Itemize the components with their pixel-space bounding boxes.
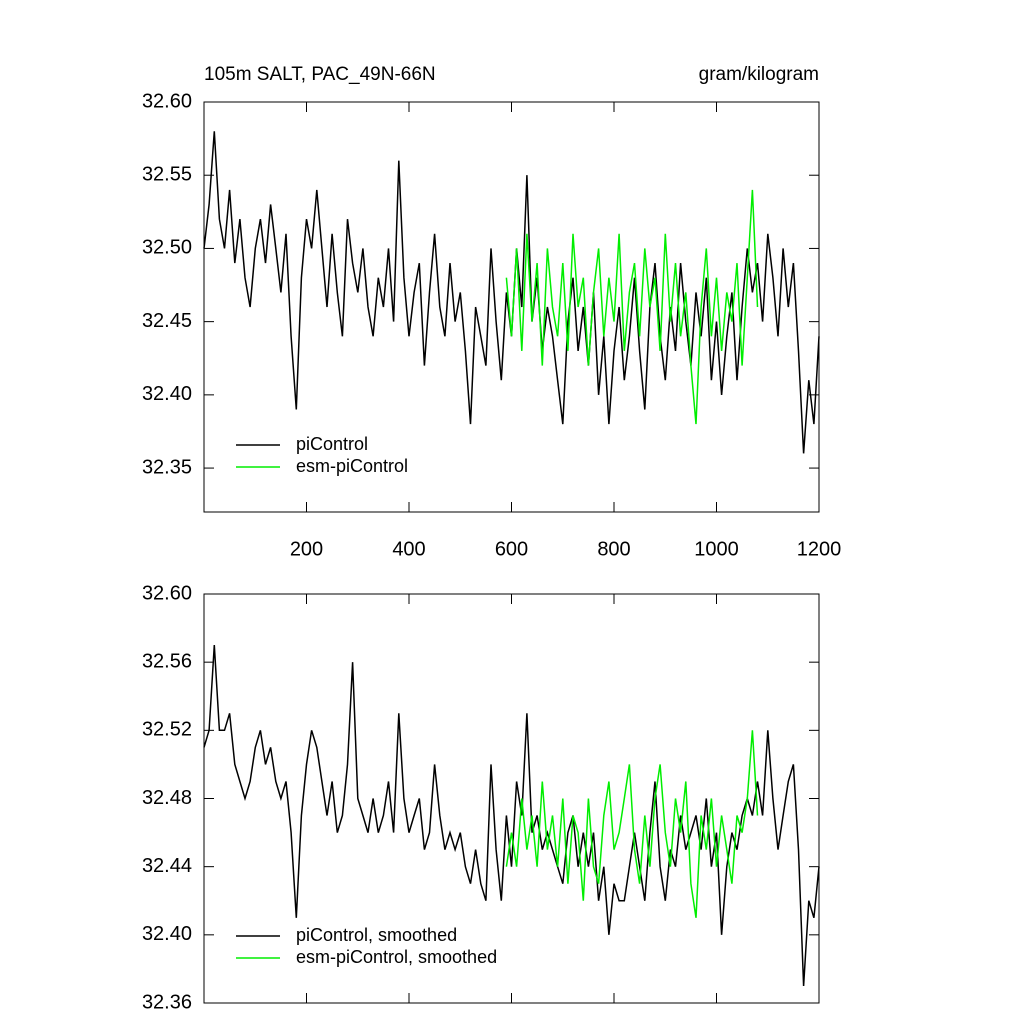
x-tick-label: 1000 bbox=[694, 538, 739, 560]
x-tick-label: 800 bbox=[597, 538, 630, 560]
y-tick-label: 32.52 bbox=[142, 719, 192, 741]
chart-title: 105m SALT, PAC_49N-66N bbox=[204, 64, 436, 85]
series-line bbox=[505, 730, 759, 918]
x-tick-label: 1200 bbox=[797, 538, 842, 560]
legend-label: piControl, smoothed bbox=[296, 925, 457, 945]
y-tick-label: 32.50 bbox=[142, 237, 192, 259]
y-tick-label: 32.56 bbox=[142, 650, 192, 672]
y-tick-label: 32.35 bbox=[142, 456, 192, 478]
x-tick-label: 400 bbox=[392, 538, 425, 560]
x-tick-label: 600 bbox=[495, 538, 528, 560]
series-line bbox=[203, 645, 820, 987]
legend-label: esm-piControl, smoothed bbox=[296, 947, 497, 967]
y-tick-label: 32.40 bbox=[142, 383, 192, 405]
y-tick-label: 32.60 bbox=[142, 90, 192, 112]
series-line bbox=[505, 189, 759, 425]
y-tick-label: 32.44 bbox=[142, 855, 192, 877]
plot-frame bbox=[203, 101, 820, 513]
plot-frame bbox=[203, 593, 820, 1004]
legend-label: piControl bbox=[296, 434, 368, 454]
legend-label: esm-piControl bbox=[296, 456, 408, 476]
x-tick-label: 200 bbox=[290, 538, 323, 560]
y-tick-label: 32.40 bbox=[142, 923, 192, 945]
y-tick-label: 32.48 bbox=[142, 787, 192, 809]
y-tick-label: 32.36 bbox=[142, 991, 192, 1013]
y-tick-label: 32.60 bbox=[142, 582, 192, 604]
y-tick-label: 32.55 bbox=[142, 163, 192, 185]
y-tick-label: 32.45 bbox=[142, 310, 192, 332]
units-label: gram/kilogram bbox=[699, 64, 819, 85]
